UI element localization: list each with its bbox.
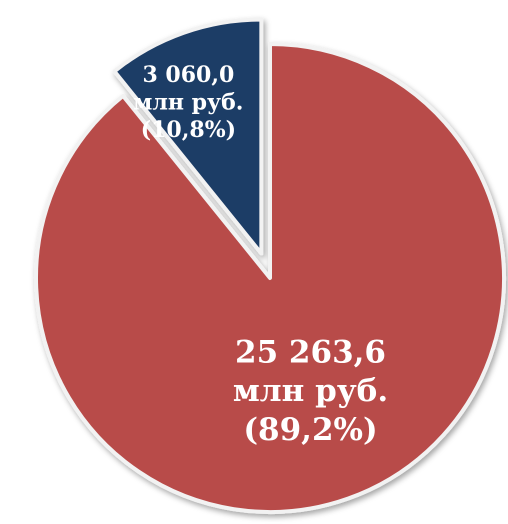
data-label: (89,2%) (243, 412, 377, 448)
data-label: 25 263,6 (235, 334, 386, 370)
data-label: млн руб. (133, 89, 243, 115)
data-label: 3 060,0 (142, 62, 234, 88)
pie (34, 17, 506, 514)
pie-slice (34, 42, 506, 514)
data-label: млн руб. (233, 373, 388, 409)
pie-slice (112, 17, 264, 256)
data-label: (10,8%) (141, 117, 236, 143)
